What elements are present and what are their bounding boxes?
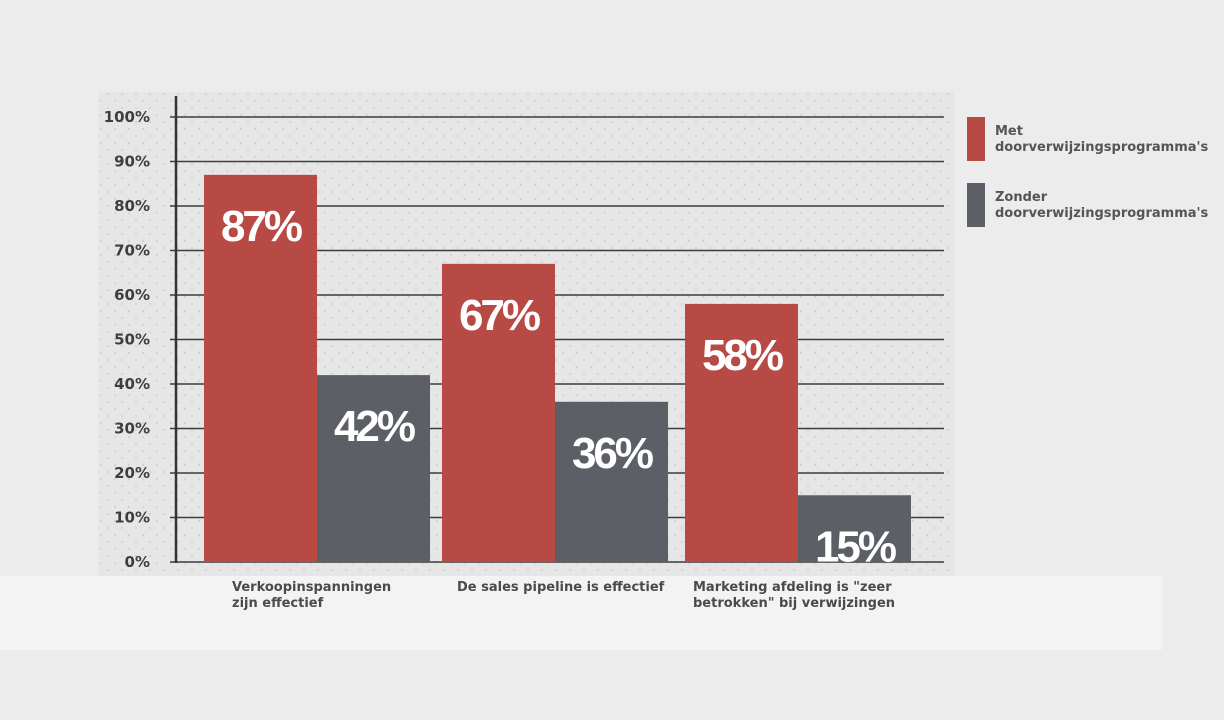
bars: 87% 67% 58% 42% 36% 15% <box>204 174 911 571</box>
y-tick-label: 70% <box>114 242 150 260</box>
legend-label: Zonder <box>995 190 1048 205</box>
y-tick-label: 40% <box>114 375 150 393</box>
bar-value-label: 87% <box>221 202 302 251</box>
y-tick-label: 100% <box>104 108 150 126</box>
y-tick-label: 90% <box>114 153 150 171</box>
legend: Metdoorverwijzingsprogramma'sZonderdoorv… <box>967 117 1209 227</box>
bar <box>555 401 668 562</box>
legend-label: doorverwijzingsprogramma's <box>995 206 1209 221</box>
y-axis-ticks: 0% 10% 20% 30% 40% 50% 60% 70% 80% 90% 100% <box>104 108 150 571</box>
y-tick-label: 20% <box>114 464 150 482</box>
bar <box>442 263 555 562</box>
category-label: Verkoopinspanningen <box>232 580 391 595</box>
bar-value-label: 42% <box>334 402 415 451</box>
y-tick-label: 50% <box>114 331 150 349</box>
bar-value-label: 67% <box>459 291 540 340</box>
category-label: De sales pipeline is effectief <box>457 580 665 595</box>
bar-value-label: 36% <box>572 429 653 478</box>
category-label: Marketing afdeling is "zeer <box>693 580 892 595</box>
legend-swatch <box>967 117 985 161</box>
y-tick-label: 30% <box>114 420 150 438</box>
legend-label: doorverwijzingsprogramma's <box>995 140 1209 155</box>
bar <box>685 303 798 562</box>
bar <box>317 375 430 562</box>
category-label: betrokken" bij verwijzingen <box>693 596 895 611</box>
y-tick-label: 10% <box>114 509 150 527</box>
category-label-panel <box>0 576 1162 650</box>
y-tick-label: 80% <box>114 197 150 215</box>
bar <box>204 174 317 562</box>
bar <box>798 495 911 562</box>
y-tick-label: 60% <box>114 286 150 304</box>
y-tick-label: 0% <box>125 553 150 571</box>
legend-swatch <box>967 183 985 227</box>
bar-value-label: 15% <box>815 522 896 571</box>
category-label: zijn effectief <box>232 596 324 611</box>
bar-value-label: 58% <box>702 331 783 380</box>
legend-label: Met <box>995 124 1023 139</box>
